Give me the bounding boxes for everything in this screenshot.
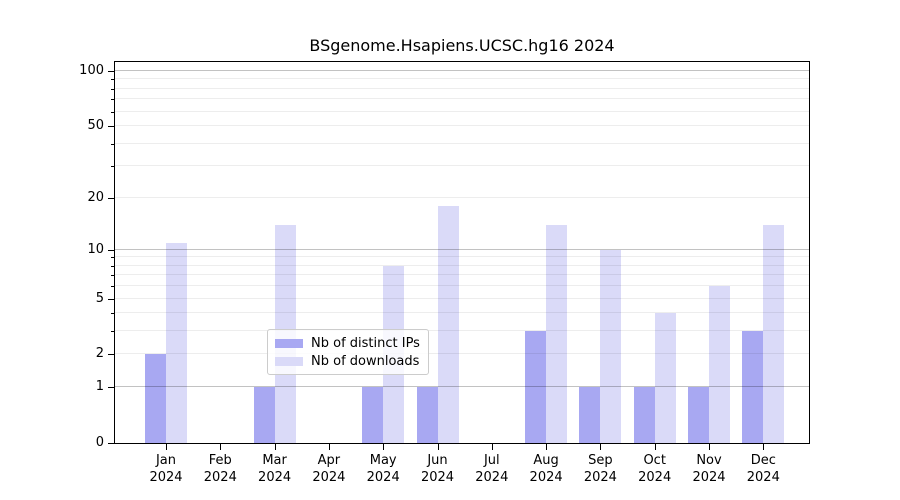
x-tick-label-jun: Jun 2024 bbox=[420, 453, 455, 485]
x-tick-label-apr: Apr 2024 bbox=[312, 453, 346, 485]
chart-title: BSgenome.Hsapiens.UCSC.hg16 2024 bbox=[309, 36, 615, 55]
gridline-minor-60 bbox=[115, 110, 809, 112]
bar-distinct-ips-may bbox=[362, 387, 384, 443]
bar-downloads-sep bbox=[600, 249, 622, 443]
bar-distinct-ips-mar bbox=[253, 387, 275, 443]
x-tick-feb bbox=[220, 444, 222, 450]
gridline-minor-40 bbox=[115, 142, 809, 144]
y-minor-tick-8 bbox=[111, 265, 114, 267]
x-tick-jan bbox=[166, 444, 167, 450]
gridline-minor-30 bbox=[115, 165, 809, 167]
x-tick-may bbox=[383, 444, 385, 450]
gridline-minor-70 bbox=[115, 98, 809, 100]
gridline-minor-7 bbox=[115, 274, 809, 276]
x-tick-aug bbox=[546, 444, 548, 450]
bar-downloads-dec bbox=[763, 224, 785, 443]
bar-downloads-oct bbox=[654, 313, 676, 443]
bar-distinct-ips-sep bbox=[579, 387, 601, 443]
bar-downloads-jan bbox=[166, 242, 187, 443]
x-tick-label-dec: Dec 2024 bbox=[746, 453, 780, 485]
legend-item-downloads: Nb of downloads bbox=[275, 352, 420, 370]
x-tick-sep bbox=[600, 444, 602, 450]
gridline-minor-4 bbox=[115, 312, 809, 314]
bar-downloads-aug bbox=[546, 224, 568, 443]
bar-distinct-ips-jan bbox=[145, 354, 166, 443]
y-minor-tick-9 bbox=[111, 257, 114, 259]
x-tick-label-oct: Oct 2024 bbox=[638, 453, 672, 485]
y-minor-tick-70 bbox=[111, 99, 114, 101]
y-tick-100 bbox=[108, 71, 114, 72]
y-minor-tick-6 bbox=[111, 286, 114, 288]
y-tick-label-2: 2 bbox=[95, 346, 104, 362]
legend-item-distinct-ips: Nb of distinct IPs bbox=[275, 334, 420, 352]
y-minor-tick-30 bbox=[111, 166, 114, 168]
gridline-major-100 bbox=[115, 70, 809, 71]
y-minor-tick-4 bbox=[111, 313, 114, 315]
y-tick-2 bbox=[108, 354, 114, 356]
x-tick-label-jan: Jan 2024 bbox=[149, 453, 183, 485]
legend-label-distinct-ips: Nb of distinct IPs bbox=[311, 335, 420, 351]
x-tick-nov bbox=[709, 444, 710, 450]
y-tick-20 bbox=[108, 197, 114, 199]
bar-downloads-nov bbox=[709, 286, 730, 443]
x-tick-label-nov: Nov 2024 bbox=[692, 453, 726, 485]
gridline-minor-20 bbox=[115, 196, 809, 198]
x-tick-label-jul: Jul 2024 bbox=[475, 453, 509, 485]
y-tick-10 bbox=[108, 249, 114, 251]
plot-area bbox=[114, 61, 810, 444]
gridline-minor-6 bbox=[115, 285, 809, 287]
y-tick-0 bbox=[108, 443, 114, 444]
x-tick-label-feb: Feb 2024 bbox=[203, 453, 237, 485]
gridline-minor-2 bbox=[115, 353, 809, 355]
y-tick-label-5: 5 bbox=[95, 290, 104, 306]
y-tick-label-10: 10 bbox=[87, 241, 104, 257]
legend-label-downloads: Nb of downloads bbox=[311, 353, 420, 369]
x-tick-jul bbox=[491, 444, 493, 450]
x-tick-jun bbox=[437, 444, 439, 450]
gridline-minor-50 bbox=[115, 125, 809, 127]
x-tick-oct bbox=[654, 444, 656, 450]
x-tick-mar bbox=[274, 444, 276, 450]
x-tick-label-aug: Aug 2024 bbox=[529, 453, 563, 485]
bar-distinct-ips-jun bbox=[416, 387, 438, 443]
y-tick-label-20: 20 bbox=[87, 189, 104, 205]
gridline-minor-8 bbox=[115, 264, 809, 266]
bar-downloads-jun bbox=[437, 205, 459, 443]
y-tick-1 bbox=[108, 387, 114, 389]
gridline-major-10 bbox=[115, 248, 809, 250]
legend-swatch-downloads bbox=[275, 356, 303, 366]
y-minor-tick-90 bbox=[111, 79, 114, 81]
bar-distinct-ips-nov bbox=[688, 387, 709, 443]
legend: Nb of distinct IPs Nb of downloads bbox=[267, 329, 429, 375]
x-tick-apr bbox=[328, 444, 330, 450]
bar-distinct-ips-aug bbox=[525, 331, 547, 443]
y-tick-5 bbox=[108, 298, 114, 300]
y-minor-tick-40 bbox=[111, 143, 114, 145]
x-tick-dec bbox=[763, 444, 765, 450]
y-minor-tick-60 bbox=[111, 111, 114, 113]
y-tick-label-50: 50 bbox=[87, 118, 104, 134]
x-tick-label-may: May 2024 bbox=[366, 453, 400, 485]
y-tick-label-100: 100 bbox=[79, 63, 104, 78]
gridline-minor-3 bbox=[115, 330, 809, 332]
y-minor-tick-7 bbox=[111, 275, 114, 277]
legend-swatch-distinct-ips bbox=[275, 338, 303, 348]
y-tick-50 bbox=[108, 126, 114, 128]
y-tick-label-1: 1 bbox=[95, 379, 104, 395]
gridline-minor-80 bbox=[115, 87, 809, 89]
bar-distinct-ips-dec bbox=[742, 331, 764, 443]
y-minor-tick-80 bbox=[111, 88, 114, 90]
bar-distinct-ips-oct bbox=[633, 387, 655, 443]
y-minor-tick-3 bbox=[111, 331, 114, 333]
gridline-minor-90 bbox=[115, 78, 809, 80]
x-tick-label-mar: Mar 2024 bbox=[258, 453, 292, 485]
x-tick-label-sep: Sep 2024 bbox=[583, 453, 617, 485]
y-tick-label-0: 0 bbox=[95, 435, 104, 450]
gridline-minor-5 bbox=[115, 297, 809, 299]
gridline-minor-9 bbox=[115, 256, 809, 258]
